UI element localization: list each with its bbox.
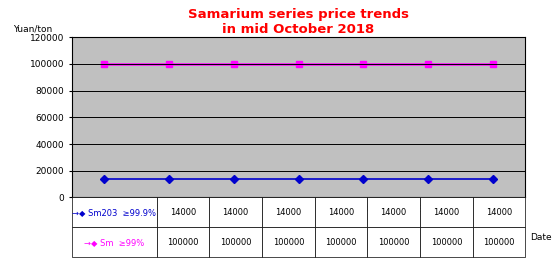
Sm2O3 ≥99.9% bbox=[360, 177, 367, 180]
Title: Samarium series price trends
in mid October 2018: Samarium series price trends in mid Octo… bbox=[188, 8, 409, 36]
Sm2O3 ≥99.9% bbox=[166, 177, 173, 180]
Sm2O3 ≥99.9% bbox=[489, 177, 496, 180]
Sm2O3 ≥99.9% bbox=[295, 177, 302, 180]
Sm ≥99% bbox=[101, 62, 108, 65]
Sm ≥99% bbox=[360, 62, 367, 65]
Text: Yuan/ton: Yuan/ton bbox=[13, 25, 52, 34]
Sm ≥99% bbox=[425, 62, 431, 65]
Text: Date: Date bbox=[530, 233, 551, 242]
Sm2O3 ≥99.9% bbox=[231, 177, 237, 180]
Line: Sm ≥99%: Sm ≥99% bbox=[102, 61, 495, 67]
Line: Sm2O3 ≥99.9%: Sm2O3 ≥99.9% bbox=[102, 176, 495, 182]
Sm2O3 ≥99.9% bbox=[101, 177, 108, 180]
Sm ≥99% bbox=[489, 62, 496, 65]
Sm ≥99% bbox=[166, 62, 173, 65]
Sm2O3 ≥99.9% bbox=[425, 177, 431, 180]
Sm ≥99% bbox=[295, 62, 302, 65]
Sm ≥99% bbox=[231, 62, 237, 65]
